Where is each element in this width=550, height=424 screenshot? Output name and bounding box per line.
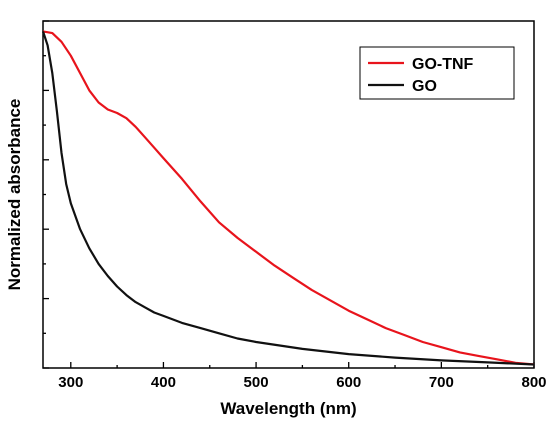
legend: GO-TNF GO bbox=[359, 46, 515, 100]
x-tick-label: 700 bbox=[429, 374, 454, 391]
x-tick-label: 300 bbox=[58, 374, 83, 391]
legend-label: GO bbox=[412, 78, 437, 95]
x-tick-label: 400 bbox=[151, 374, 176, 391]
series-line-go bbox=[41, 31, 535, 366]
legend-box bbox=[359, 46, 515, 100]
x-axis-title: Wavelength (nm) bbox=[220, 399, 356, 418]
x-tick-label: 600 bbox=[336, 374, 361, 391]
x-tick-label: 800 bbox=[521, 374, 546, 391]
y-axis-title: Normalized absorbance bbox=[5, 99, 24, 291]
x-tick-label: 500 bbox=[244, 374, 269, 391]
series-line-go-tnf bbox=[42, 30, 535, 366]
legend-label: GO-TNF bbox=[412, 56, 474, 73]
